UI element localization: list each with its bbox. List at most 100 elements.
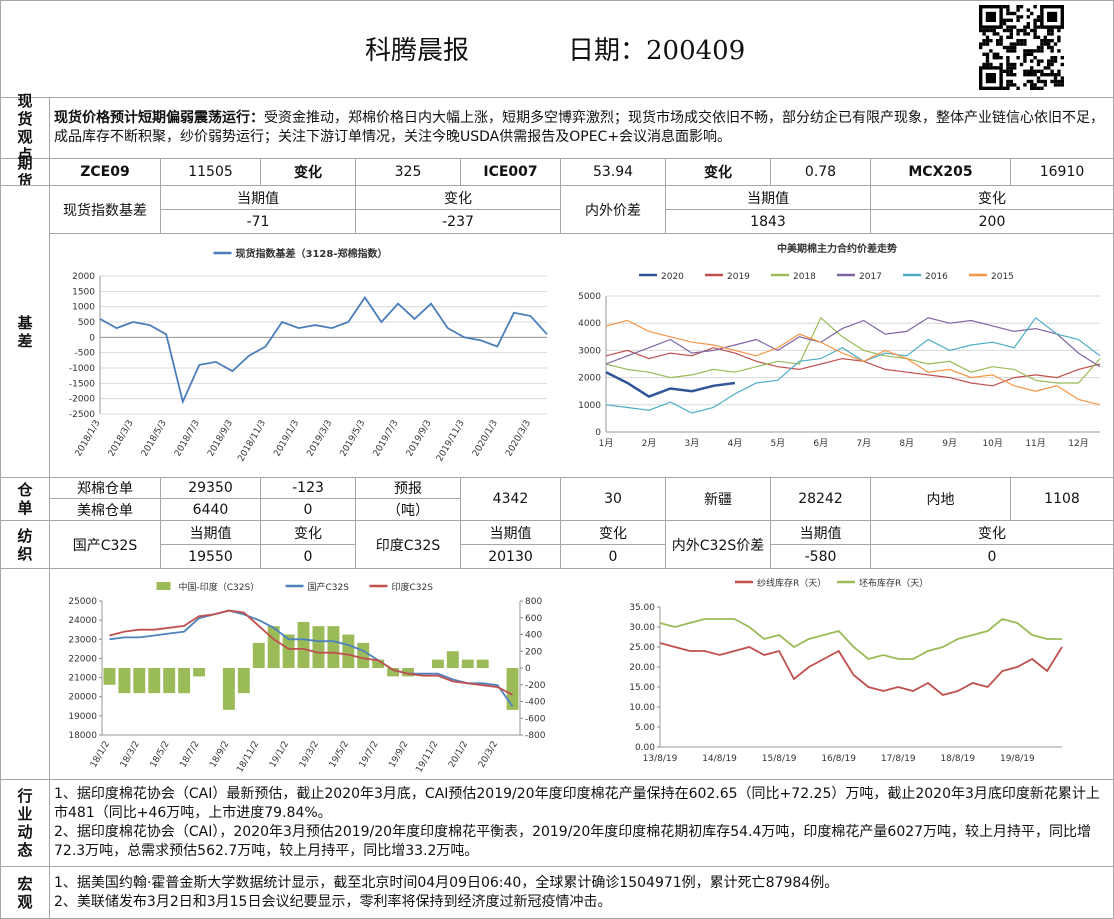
legend-label: 2017 <box>859 272 882 282</box>
qr-module <box>1033 49 1037 53</box>
qr-module <box>992 32 996 36</box>
qr-module <box>1047 11 1058 22</box>
section-label: 基差 <box>0 185 50 478</box>
chart: -2500 -2000 -1500 -1000 -500 0 500 1000 1500 2000… <box>69 247 548 464</box>
qr-module <box>996 39 1000 43</box>
x-tick-label: 19/1/2 <box>268 740 291 770</box>
x-tick-label: 15/8/19 <box>762 754 797 764</box>
qr-module <box>1043 42 1047 46</box>
qr-module <box>1002 22 1007 26</box>
bar <box>506 668 519 710</box>
qr-module <box>1009 25 1013 29</box>
y-tick-label: 1500 <box>72 287 95 297</box>
bar <box>222 668 235 710</box>
table-cell: 1843 <box>665 209 871 234</box>
qr-module <box>1033 86 1037 90</box>
x-tick-label: 5月 <box>770 438 785 449</box>
qr-module <box>1033 32 1037 36</box>
qr-module <box>1013 83 1017 87</box>
table-cell: -71 <box>160 209 356 234</box>
table-cell: 16910 <box>1010 158 1114 186</box>
x-tick-label: 8月 <box>899 438 914 449</box>
table-cell: -123 <box>260 477 356 499</box>
qr-module <box>1050 69 1054 73</box>
qr-module <box>1047 45 1051 50</box>
x-tick-label: 2019/9/3 <box>405 419 434 459</box>
qr-module <box>1019 15 1024 19</box>
y-tick-label: 25000 <box>68 597 97 607</box>
qr-module <box>996 52 1000 56</box>
table-cell: 国产C32S <box>49 520 161 569</box>
qr-module <box>1036 18 1041 22</box>
qr-module <box>1009 73 1013 77</box>
qr-module <box>1006 66 1010 70</box>
section-label: 宏观 <box>0 866 50 919</box>
qr-module <box>1016 56 1020 60</box>
qr-module <box>1006 11 1010 16</box>
qr-module <box>1050 32 1054 36</box>
qr-module <box>1060 62 1064 67</box>
qr-module <box>1043 73 1047 77</box>
qr-module <box>1050 56 1054 60</box>
table-cell: MCX205 <box>870 158 1011 186</box>
qr-module <box>1033 56 1037 60</box>
qr-module <box>985 28 990 33</box>
x-tick-label: 2019/7/3 <box>372 419 401 459</box>
qr-module <box>1036 45 1041 50</box>
x-tick-label: 19/5/2 <box>328 740 351 770</box>
series-line <box>605 316 1101 384</box>
macro-box: 1、据美国约翰·霍普金斯大学数据统计显示，截至北京时间04月09日06:40，全… <box>49 866 1114 919</box>
table-cell: 变化 <box>260 158 356 186</box>
chart: 中美期棉主力合约价差走势 0 1000 2000 3000 4000 5000 1月 2月 3月 4… <box>578 242 1101 449</box>
x-tick-label: 19/7/2 <box>358 740 381 770</box>
qr-module <box>1026 8 1030 12</box>
qr-module <box>1033 83 1037 87</box>
qr-module <box>1013 42 1017 46</box>
qr-module <box>985 42 990 46</box>
bar <box>387 668 400 677</box>
qr-module <box>1023 73 1027 77</box>
y2-tick-label: -600 <box>525 714 546 724</box>
qr-module <box>1040 79 1044 84</box>
x-tick-label: 19/9/2 <box>387 740 410 770</box>
x-tick-label: 2019/5/3 <box>339 419 368 459</box>
qr-module <box>1019 42 1024 46</box>
bar <box>372 659 385 668</box>
series-line <box>109 609 514 707</box>
section-label: 期货 <box>0 154 50 190</box>
table-cell: 0 <box>870 544 1114 569</box>
qr-module <box>996 42 1000 46</box>
qr-module <box>1057 79 1061 84</box>
legend-label: 2015 <box>991 272 1014 282</box>
qr-module <box>1023 83 1027 87</box>
x-tick-label: 2018/11/3 <box>236 419 268 464</box>
qr-module <box>1006 62 1010 67</box>
y-tick-label: 10.00 <box>629 703 655 713</box>
y-tick-label: -2000 <box>69 395 95 405</box>
table-cell: 20130 <box>460 544 561 569</box>
qr-module <box>985 73 996 84</box>
table-cell: （吨） <box>355 498 461 521</box>
qr-module <box>1057 49 1061 53</box>
qr-module <box>1050 73 1054 77</box>
qr-module <box>1030 28 1034 33</box>
series-line <box>659 618 1062 660</box>
qr-module <box>1036 25 1041 29</box>
qr-module <box>1060 56 1064 60</box>
legend-label: 现货指数基差（3128-郑棉指数） <box>236 247 388 260</box>
table-cell: 内外价差 <box>560 185 666 234</box>
qr-module <box>985 59 990 63</box>
x-tick-label: 3月 <box>685 438 700 449</box>
y2-tick-label: 800 <box>525 597 542 607</box>
x-tick-label: 20/3/2 <box>477 740 500 770</box>
table-cell: 0 <box>260 544 356 569</box>
qr-module <box>1030 73 1034 77</box>
series-line <box>605 316 1101 414</box>
bar <box>446 651 459 668</box>
table-cell: 30 <box>560 477 666 521</box>
section-label: 纺织 <box>0 520 50 569</box>
qr-module <box>1013 49 1017 53</box>
y-tick-label: 1000 <box>72 303 95 313</box>
qr-module <box>1050 45 1054 50</box>
x-tick-label: 10月 <box>982 438 1002 449</box>
